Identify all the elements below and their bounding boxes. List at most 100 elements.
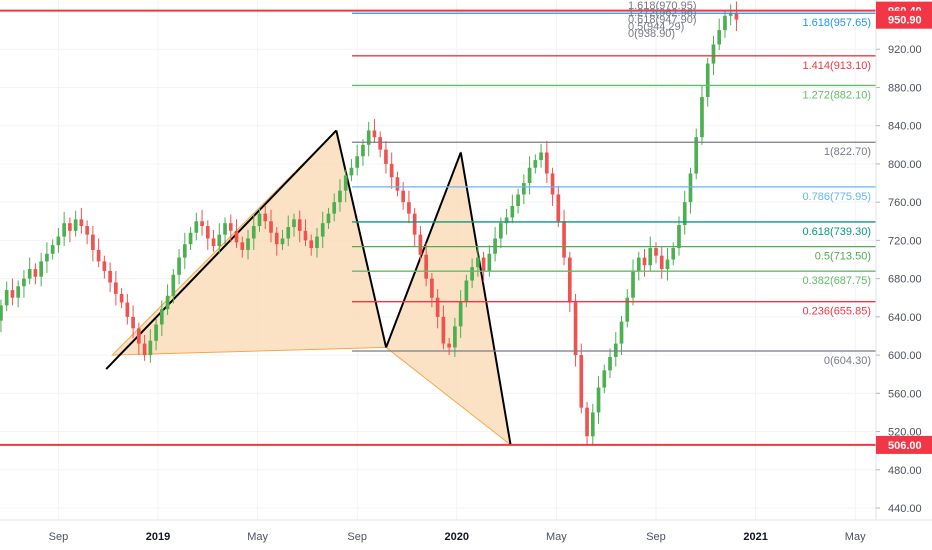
candle-body	[0, 305, 3, 321]
candle-body	[625, 297, 630, 322]
candle-body	[108, 270, 112, 283]
candle-body	[378, 137, 383, 150]
candle-body	[315, 236, 319, 249]
candle-body	[596, 387, 601, 413]
candle-body	[332, 202, 337, 214]
candle-body	[200, 221, 204, 227]
fib-extension[interactable]: 1.618(957.65) 1.414(913.10) 1.272(882.10) 1…	[352, 0, 876, 367]
fib-level-label: 1.272(882.10)	[803, 89, 872, 101]
candle-body	[458, 301, 463, 327]
candle-body	[550, 173, 555, 195]
candle-body	[228, 223, 233, 231]
x-tick-label: 2019	[146, 531, 170, 543]
x-tick-label: Sep	[347, 531, 367, 543]
candle-body	[579, 355, 584, 408]
candle-body	[590, 412, 595, 437]
pattern-leg-cd	[459, 152, 512, 446]
candle-body	[447, 343, 451, 348]
candle-body	[688, 173, 693, 203]
x-tick-label: May	[247, 531, 268, 543]
candle-body	[171, 274, 176, 296]
price-axis[interactable]: 440.00 480.00 520.00 560.00 600.00 640.00 680.…	[875, 0, 932, 520]
candle-body	[723, 15, 727, 31]
candle-body	[96, 249, 101, 262]
candle-body	[412, 213, 417, 235]
candle-body	[355, 156, 360, 168]
candle-body	[188, 232, 193, 245]
candle-body	[573, 302, 578, 356]
candle-body	[481, 257, 486, 271]
candle-body	[177, 257, 181, 275]
candle-body	[62, 223, 66, 237]
candle-body	[613, 343, 618, 357]
candlesticks	[0, 1, 739, 446]
candle-body	[297, 219, 302, 231]
fib-level-label: 0.382(687.75)	[803, 275, 872, 287]
fib-level-label: 1.618(957.65)	[803, 17, 872, 29]
candle-body	[349, 167, 354, 176]
candle-body	[516, 194, 520, 206]
candle-body	[453, 326, 457, 348]
harmonic-pattern[interactable]	[105, 129, 512, 447]
candle-body	[533, 160, 538, 168]
price-tag-label: 506.00	[888, 440, 922, 452]
candle-body	[85, 226, 89, 235]
y-tick-label: 720.00	[888, 235, 922, 247]
candle-body	[27, 269, 32, 279]
candle-body	[68, 223, 72, 231]
candle-body	[320, 223, 325, 237]
candle-body	[527, 167, 532, 184]
candle-body	[205, 226, 210, 239]
x-tick-label: Sep	[646, 531, 666, 543]
candle-body	[45, 253, 49, 262]
candle-body	[510, 205, 515, 218]
candle-body	[665, 259, 670, 270]
candle-body	[119, 293, 124, 303]
candle-body	[240, 242, 245, 250]
candle-body	[654, 248, 658, 256]
price-axis-bg	[876, 0, 932, 520]
y-tick-label: 840.00	[888, 121, 922, 133]
candle-body	[137, 328, 141, 344]
fib-mini-label: 1.272(962.96)	[628, 7, 697, 19]
candle-body	[694, 137, 699, 174]
y-tick-label: 880.00	[888, 82, 922, 94]
candle-body	[326, 213, 331, 224]
candle-body	[705, 63, 710, 98]
candle-body	[251, 226, 256, 239]
candle-body	[700, 97, 704, 138]
price-tag-label: 950.90	[888, 15, 922, 27]
horizontal-lines[interactable]	[0, 9, 876, 446]
candle-body	[4, 290, 9, 306]
y-tick-label: 800.00	[888, 159, 922, 171]
time-axis[interactable]: Sep 2019 May Sep 2020 May Sep 2021 May	[0, 519, 932, 543]
candle-body	[435, 297, 440, 317]
pattern-leg-xa	[105, 129, 338, 370]
candle-body	[217, 234, 222, 247]
candle-body	[470, 267, 474, 281]
candle-body	[102, 261, 107, 271]
y-tick-label: 560.00	[888, 388, 922, 400]
candle-body	[401, 190, 406, 203]
candle-body	[39, 261, 44, 277]
candle-body	[303, 230, 308, 241]
candle-body	[211, 238, 216, 247]
candle-body	[602, 370, 607, 388]
candle-body	[389, 163, 394, 178]
fib-level-label: 0.618(739.30)	[803, 226, 872, 238]
candle-body	[648, 248, 653, 266]
fib-mini-label: 0(938.90)	[628, 28, 675, 40]
candle-body	[159, 309, 164, 325]
candle-body	[717, 30, 722, 45]
pattern-leg-bc	[385, 152, 462, 348]
y-tick-label: 520.00	[888, 427, 922, 439]
candle-body	[125, 302, 130, 317]
y-tick-label: 920.00	[888, 44, 922, 56]
y-tick-label: 680.00	[888, 274, 922, 286]
candle-body	[79, 219, 84, 227]
x-tick-label: May	[546, 531, 567, 543]
candle-body	[585, 407, 589, 437]
candle-body	[659, 255, 664, 270]
candle-body	[165, 295, 170, 310]
